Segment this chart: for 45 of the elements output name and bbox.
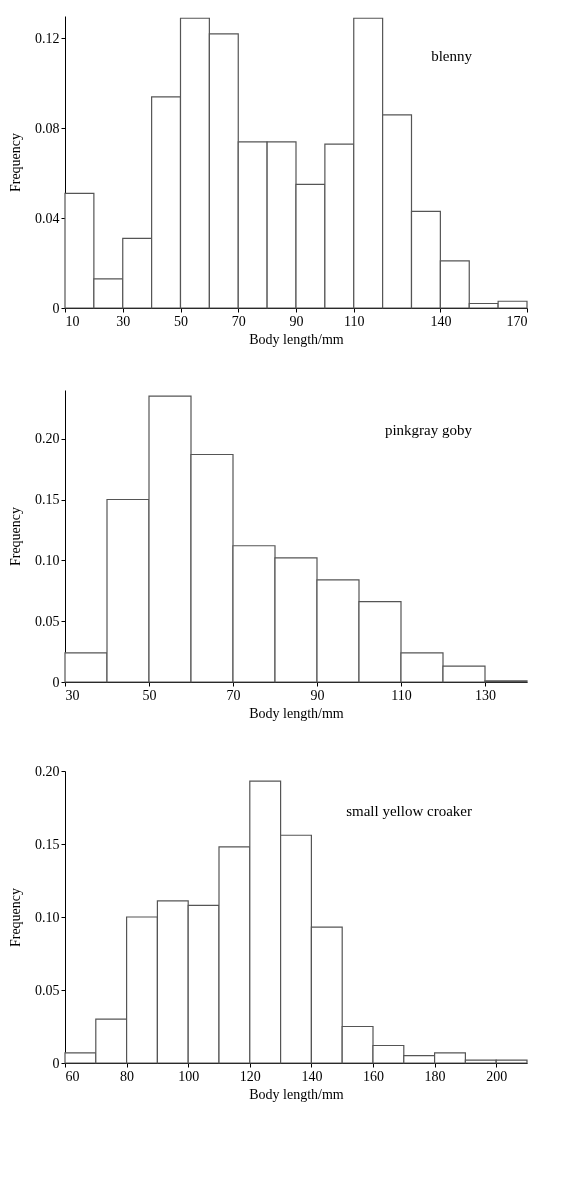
y-tick-label: 0.08: [35, 120, 60, 136]
x-tick-label: 50: [142, 687, 157, 703]
y-tick-label: 0.20: [35, 763, 60, 779]
x-axis-title: Body length/mm: [249, 705, 344, 721]
x-tick-label: 120: [239, 1068, 261, 1084]
x-tick-label: 100: [178, 1068, 200, 1084]
y-axis-title: Frequency: [8, 887, 23, 948]
x-tick-label: 140: [301, 1068, 323, 1084]
x-tick-label: 160: [363, 1068, 384, 1084]
x-tick-label: 170: [506, 313, 528, 329]
y-tick-label: 0.10: [35, 552, 60, 568]
y-axis-title: Frequency: [8, 132, 23, 193]
x-tick-label: 110: [344, 313, 365, 329]
y-tick-label: 0: [52, 674, 60, 690]
annotation: small yellow croaker: [346, 803, 472, 819]
x-tick-label: 50: [174, 313, 188, 329]
x-tick-label: 180: [424, 1068, 446, 1084]
y-tick-label: 0.10: [35, 909, 60, 925]
y-tick-label: 0.05: [35, 982, 60, 998]
y-tick-label: 0.15: [35, 492, 60, 507]
x-tick-label: 10: [65, 313, 80, 329]
x-tick-label: 200: [486, 1068, 508, 1084]
y-axis-title: Frequency: [8, 506, 23, 567]
y-tick-label: 0.15: [35, 836, 60, 852]
y-tick-label: 0.04: [35, 210, 60, 226]
annotation: pinkgray goby: [384, 422, 473, 438]
x-tick-label: 30: [116, 313, 131, 329]
x-tick-label: 130: [475, 687, 496, 703]
x-tick-label: 90: [289, 313, 304, 329]
x-tick-label: 60: [65, 1068, 80, 1084]
x-tick-label: 80: [120, 1068, 135, 1084]
y-tick-label: 0.20: [35, 431, 60, 447]
y-tick-label: 0: [52, 1055, 60, 1071]
x-tick-label: 70: [231, 313, 246, 329]
x-axis-title: Body length/mm: [249, 1086, 344, 1102]
x-tick-label: 140: [430, 313, 452, 329]
x-axis-title: Body length/mm: [249, 331, 344, 347]
x-tick-label: 30: [65, 687, 80, 703]
y-tick-label: 0.05: [35, 613, 60, 629]
x-tick-label: 70: [226, 687, 241, 703]
x-tick-label: 110: [391, 687, 412, 703]
y-tick-label: 0: [52, 300, 60, 316]
y-tick-label: 0.12: [35, 30, 60, 46]
annotation: blenny: [431, 48, 473, 64]
x-tick-label: 90: [310, 687, 325, 703]
